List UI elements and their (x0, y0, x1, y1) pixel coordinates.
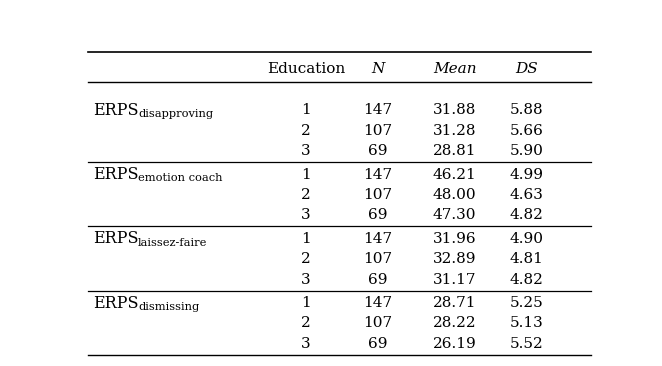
Text: disapproving: disapproving (138, 109, 213, 119)
Text: dismissing: dismissing (138, 302, 199, 312)
Text: 48.00: 48.00 (433, 188, 477, 202)
Text: 47.30: 47.30 (433, 208, 477, 222)
Text: 4.82: 4.82 (510, 273, 544, 287)
Text: 5.25: 5.25 (510, 296, 544, 310)
Text: 5.66: 5.66 (510, 124, 544, 138)
Text: 147: 147 (363, 168, 393, 182)
Text: 4.81: 4.81 (510, 252, 544, 266)
Text: 32.89: 32.89 (433, 252, 477, 266)
Text: 69: 69 (368, 144, 387, 158)
Text: 4.63: 4.63 (510, 188, 544, 202)
Text: 107: 107 (363, 188, 393, 202)
Text: ERPS: ERPS (93, 102, 138, 119)
Text: 46.21: 46.21 (433, 168, 477, 182)
Text: 2: 2 (301, 124, 310, 138)
Text: 2: 2 (301, 252, 310, 266)
Text: 31.88: 31.88 (433, 104, 477, 117)
Text: Mean: Mean (433, 62, 477, 76)
Text: 2: 2 (301, 188, 310, 202)
Text: 31.96: 31.96 (433, 232, 477, 246)
Text: ERPS: ERPS (93, 231, 138, 247)
Text: 28.71: 28.71 (433, 296, 477, 310)
Text: 26.19: 26.19 (433, 337, 477, 351)
Text: 1: 1 (301, 168, 310, 182)
Text: 69: 69 (368, 208, 387, 222)
Text: 4.90: 4.90 (510, 232, 544, 246)
Text: 1: 1 (301, 232, 310, 246)
Text: N: N (371, 62, 385, 76)
Text: 4.99: 4.99 (510, 168, 544, 182)
Text: 1: 1 (301, 104, 310, 117)
Text: emotion coach: emotion coach (138, 173, 222, 183)
Text: 5.88: 5.88 (510, 104, 544, 117)
Text: laissez-faire: laissez-faire (138, 238, 207, 248)
Text: 69: 69 (368, 337, 387, 351)
Text: ERPS: ERPS (93, 295, 138, 312)
Text: 147: 147 (363, 232, 393, 246)
Text: 3: 3 (301, 273, 310, 287)
Text: Education: Education (267, 62, 345, 76)
Text: 107: 107 (363, 317, 393, 330)
Text: 31.28: 31.28 (433, 124, 477, 138)
Text: 28.81: 28.81 (433, 144, 477, 158)
Text: 1: 1 (301, 296, 310, 310)
Text: 107: 107 (363, 252, 393, 266)
Text: 3: 3 (301, 337, 310, 351)
Text: 5.52: 5.52 (510, 337, 544, 351)
Text: 147: 147 (363, 104, 393, 117)
Text: 147: 147 (363, 296, 393, 310)
Text: 28.22: 28.22 (433, 317, 477, 330)
Text: 5.13: 5.13 (510, 317, 544, 330)
Text: 69: 69 (368, 273, 387, 287)
Text: 3: 3 (301, 144, 310, 158)
Text: DS: DS (515, 62, 538, 76)
Text: ERPS: ERPS (93, 166, 138, 183)
Text: 31.17: 31.17 (433, 273, 477, 287)
Text: 3: 3 (301, 208, 310, 222)
Text: 4.82: 4.82 (510, 208, 544, 222)
Text: 107: 107 (363, 124, 393, 138)
Text: 2: 2 (301, 317, 310, 330)
Text: 5.90: 5.90 (510, 144, 544, 158)
